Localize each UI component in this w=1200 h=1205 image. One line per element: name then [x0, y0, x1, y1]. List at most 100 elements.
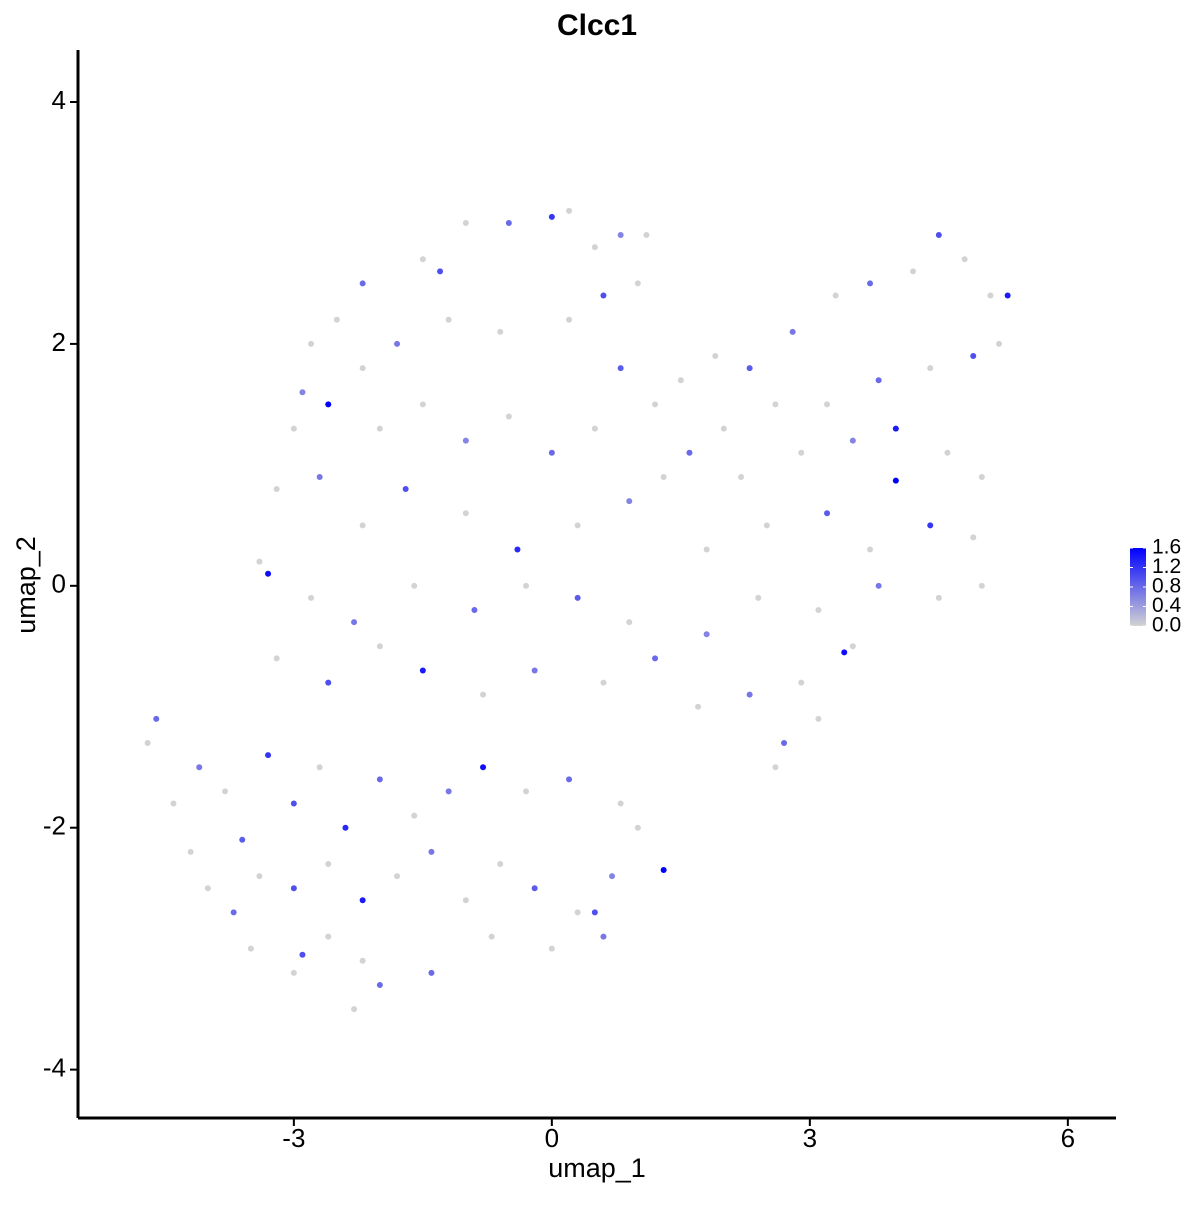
point — [351, 619, 358, 626]
point — [772, 764, 779, 771]
point — [815, 715, 822, 722]
point — [634, 280, 641, 287]
y-tick-label: -4 — [43, 1052, 66, 1082]
point — [695, 703, 702, 710]
point — [987, 292, 994, 299]
point — [652, 401, 659, 408]
point — [660, 473, 667, 480]
point — [720, 425, 727, 432]
point — [428, 848, 435, 855]
chart-title: Clcc1 — [557, 9, 637, 42]
y-tick-label: 0 — [52, 569, 66, 599]
point — [308, 594, 315, 601]
point — [703, 546, 710, 553]
y-tick-label: 2 — [52, 327, 66, 357]
point — [376, 643, 383, 650]
point — [471, 607, 478, 614]
point — [325, 679, 332, 686]
point — [712, 353, 719, 360]
point — [703, 631, 710, 638]
point — [359, 280, 366, 287]
point — [290, 800, 297, 807]
point — [256, 558, 263, 565]
point — [548, 213, 555, 220]
point — [170, 800, 177, 807]
point — [428, 969, 435, 976]
point — [609, 873, 616, 880]
point — [299, 389, 306, 396]
point — [204, 885, 211, 892]
point — [445, 316, 452, 323]
point — [832, 292, 839, 299]
point — [196, 764, 203, 771]
point — [824, 401, 831, 408]
colorbar-label: 1.6 — [1152, 536, 1181, 559]
point — [316, 764, 323, 771]
point — [970, 534, 977, 541]
point — [325, 933, 332, 940]
colorbar — [1130, 548, 1146, 626]
point — [462, 897, 469, 904]
point — [497, 861, 504, 868]
point — [927, 365, 934, 372]
colorbar-label: 0.0 — [1152, 614, 1181, 637]
point — [376, 981, 383, 988]
point — [376, 776, 383, 783]
point — [772, 401, 779, 408]
point — [566, 207, 573, 214]
point — [935, 594, 942, 601]
point — [746, 365, 753, 372]
point — [738, 473, 745, 480]
point — [763, 522, 770, 529]
point — [927, 522, 934, 529]
point — [394, 873, 401, 880]
point — [230, 909, 237, 916]
point — [849, 437, 856, 444]
point — [626, 498, 633, 505]
point — [480, 691, 487, 698]
point — [290, 885, 297, 892]
point — [961, 256, 968, 263]
point — [316, 473, 323, 480]
point — [548, 449, 555, 456]
point — [514, 546, 521, 553]
y-tick-label: -2 — [43, 811, 66, 841]
point — [239, 836, 246, 843]
point — [531, 667, 538, 674]
point — [359, 897, 366, 904]
point — [978, 473, 985, 480]
point — [798, 679, 805, 686]
point — [359, 957, 366, 964]
point — [462, 437, 469, 444]
point — [247, 945, 254, 952]
point — [480, 764, 487, 771]
point — [359, 522, 366, 529]
point — [591, 909, 598, 916]
point — [548, 945, 555, 952]
colorbar-label: 0.4 — [1152, 594, 1182, 617]
y-axis-title: umap_2 — [11, 536, 41, 634]
point — [574, 594, 581, 601]
point — [523, 788, 530, 795]
point — [824, 510, 831, 517]
point — [411, 582, 418, 589]
point — [875, 582, 882, 589]
point — [419, 667, 426, 674]
point — [462, 219, 469, 226]
point — [342, 824, 349, 831]
point — [566, 316, 573, 323]
point — [325, 861, 332, 868]
x-tick-label: 3 — [803, 1123, 817, 1153]
point — [445, 788, 452, 795]
point — [892, 477, 899, 484]
point — [497, 328, 504, 335]
point — [531, 885, 538, 892]
point — [566, 776, 573, 783]
point — [256, 873, 263, 880]
point — [686, 449, 693, 456]
point — [867, 546, 874, 553]
point — [333, 316, 340, 323]
point — [978, 582, 985, 589]
point — [617, 800, 624, 807]
